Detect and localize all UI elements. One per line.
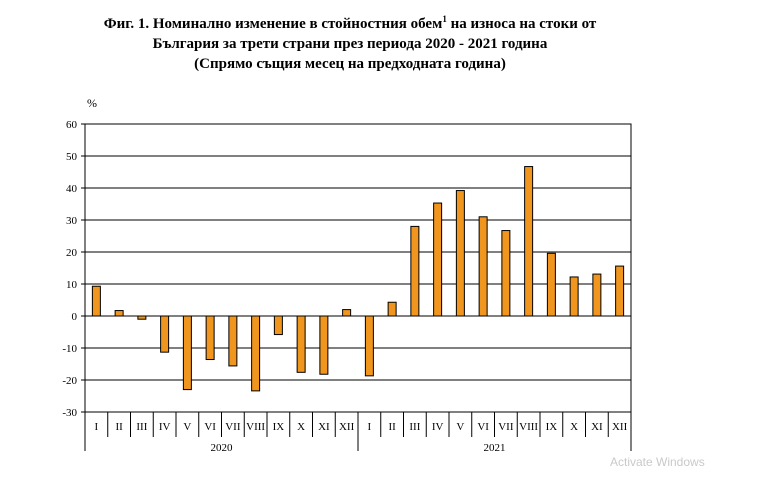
y-tick-label: -30: [62, 407, 77, 419]
bar: [114, 310, 124, 317]
bar: [524, 166, 534, 317]
x-tick-label: II: [115, 421, 123, 433]
x-tick-label: IV: [159, 421, 171, 433]
bar: [592, 273, 602, 317]
bar: [455, 190, 465, 317]
bar: [160, 315, 170, 353]
x-tick-label: VI: [477, 421, 489, 433]
x-tick-label: II: [388, 421, 396, 433]
x-tick-label: XI: [591, 421, 603, 433]
y-tick-label: 20: [66, 247, 78, 259]
bar: [319, 315, 329, 375]
bar: [251, 315, 261, 392]
x-tick-label: XII: [612, 421, 628, 433]
chart-title: Фиг. 1. Номинално изменение в стойностни…: [0, 14, 700, 74]
title-line-1: Фиг. 1. Номинално изменение в стойностни…: [0, 14, 700, 34]
bar: [91, 285, 101, 317]
x-tick-label: IX: [546, 421, 558, 433]
y-tick-label: 0: [72, 311, 78, 323]
x-tick-label: III: [136, 421, 147, 433]
x-tick-label: VII: [225, 421, 241, 433]
x-tick-label: IX: [273, 421, 285, 433]
bar: [273, 315, 283, 336]
x-tick-label: VIII: [519, 421, 538, 433]
title-line-1-end: на износа на стоки от: [446, 16, 597, 32]
x-tick-label: XII: [339, 421, 355, 433]
bar: [410, 225, 420, 317]
year-group-label: 2020: [211, 442, 234, 454]
x-tick-label: X: [570, 421, 578, 433]
title-line-3: (Спрямо същия месец на предходната годин…: [194, 56, 506, 72]
title-line-1-text: Фиг. 1. Номинално изменение в стойностни…: [103, 16, 443, 32]
bar: [342, 309, 352, 317]
bar: [296, 315, 306, 373]
bar: [182, 315, 192, 391]
x-tick-label: I: [95, 421, 99, 433]
bar: [569, 276, 579, 317]
x-tick-label: X: [297, 421, 305, 433]
bar: [478, 216, 488, 317]
x-tick-label: V: [183, 421, 191, 433]
bar: [501, 230, 511, 317]
x-tick-label: IV: [432, 421, 444, 433]
x-tick-label: VIII: [246, 421, 265, 433]
y-tick-label: 50: [66, 151, 78, 163]
x-tick-label: III: [409, 421, 420, 433]
x-tick-label: V: [456, 421, 464, 433]
x-tick-label: XI: [318, 421, 330, 433]
bar: [205, 315, 215, 361]
activate-windows-watermark: Activate Windows: [610, 455, 705, 469]
y-tick-label: 30: [66, 215, 78, 227]
y-tick-label: 40: [66, 183, 78, 195]
y-tick-label: -10: [62, 343, 77, 355]
y-tick-label: -20: [62, 375, 77, 387]
bar: [546, 252, 556, 317]
title-line-2: България за трети страни през периода 20…: [152, 36, 548, 52]
x-tick-label: I: [368, 421, 372, 433]
year-group-label: 2021: [484, 442, 506, 454]
bar: [433, 202, 443, 317]
bar: [364, 315, 374, 377]
y-tick-label: 60: [66, 119, 78, 131]
bar: [387, 301, 397, 317]
y-tick-label: 10: [66, 279, 78, 291]
bar: [615, 265, 625, 317]
y-axis-label: %: [87, 96, 97, 110]
title-footnote-mark: 1: [442, 14, 447, 24]
bar: [228, 315, 238, 367]
x-tick-label: VII: [498, 421, 514, 433]
x-tick-label: VI: [204, 421, 216, 433]
bar: [137, 315, 147, 320]
